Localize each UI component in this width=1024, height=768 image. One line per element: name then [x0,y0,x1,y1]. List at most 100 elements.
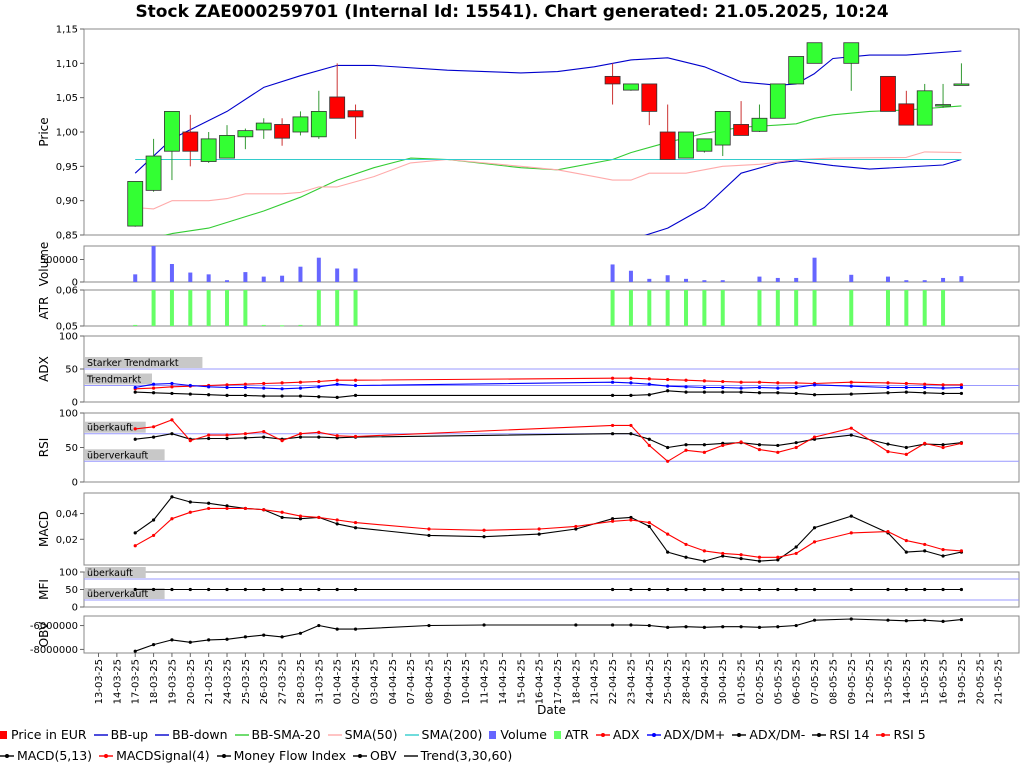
macd-point-macd-5-13 [225,504,229,508]
volume-bar [959,276,964,282]
obv-point-obv [335,627,339,631]
x-tick-label: 24-03-25 [223,659,234,704]
x-tick-label: 08-04-25 [424,659,435,704]
legend-label: RSI 14 [829,727,870,742]
price-tick-label: 0,85 [56,231,78,242]
volume-bar [335,268,340,282]
chart-title: Stock ZAE000259701 (Internal Id: 15541).… [135,2,889,22]
legend-label: MACDSignal(4) [116,748,210,763]
obv-point-obv [721,625,725,629]
legend-swatch [876,732,891,737]
x-tick-label: 09-05-25 [847,659,858,704]
adx-point-adx [849,380,853,384]
candle-body [843,42,860,64]
obv-point-obv [243,635,247,639]
legend-item: BB-SMA-20 [234,727,321,742]
volume-bar [610,264,615,282]
x-tick-label: 02-04-25 [351,659,362,704]
price-panel-frame [83,28,1020,236]
mfi-point-money-flow-index [941,587,945,592]
mfi-point-money-flow-index [335,587,339,592]
adx-band-label: Starker Trendmarkt [87,358,179,369]
rsi-point-rsi-14 [757,443,762,447]
macd-point-macd-5-13 [133,531,137,535]
legend-swatch [216,753,231,758]
obv-point-obv [941,619,945,623]
macd-point-macd-5-13 [684,555,688,559]
rsi-point-rsi-14 [151,435,156,439]
atr-bar [133,324,138,326]
adx-point-adx-dm [243,393,247,397]
adx-point-adx [721,379,725,384]
macd-series-group [133,495,964,563]
legend-swatch [732,732,747,737]
x-tick-label: 25-03-25 [241,659,252,704]
rsi-point-rsi-14 [904,445,908,450]
adx-point-adx-dm [317,395,321,399]
rsi-point-rsi-5 [243,432,247,436]
adx-point-adx-dm [151,391,156,395]
rsi-point-rsi-14 [849,433,853,437]
adx-point-adx-dm [684,385,688,389]
adx-point-adx-dm [812,383,817,387]
macd-point-macd-5-13 [427,533,431,538]
legend-swatch [0,753,14,758]
mfi-point-money-flow-index [170,587,174,592]
legend-swatch [99,753,114,758]
macd-point-macd-5-13 [721,554,725,558]
macd-point-macdsignal-4 [335,518,339,522]
mfi-point-money-flow-index [684,587,688,592]
legend-row: MACD(5,13) MACDSignal(4) Money Flow Index O… [0,745,1024,766]
legend-swatch-marker [104,753,109,758]
candle-body [953,83,970,86]
obv-point-obv [757,625,762,629]
rsi-point-rsi-5 [298,432,303,436]
atr-bar [665,290,670,326]
x-tick-label: 25-04-25 [663,659,674,704]
volume-bar [684,278,689,282]
macd-point-macd-5-13 [849,514,853,518]
volume-bar [757,276,762,282]
adx-point-adx-dm [353,393,358,397]
adx-point-adx [298,380,303,384]
rsi-point-rsi-5 [886,450,890,454]
mfi-band-label-bg [85,588,165,599]
x-tick-label: 14-05-25 [902,659,913,704]
candle-body [164,111,180,152]
atr-bar [610,290,615,326]
mfi-point-money-flow-index [959,587,964,592]
obv-point-obv [739,625,743,629]
adx-point-adx [684,378,688,382]
macd-point-macdsignal-4 [721,551,725,556]
atr-bar [941,290,946,326]
legend-swatch-marker [881,732,886,737]
adx-point-adx-dm [702,390,706,394]
x-tick-label: 30-04-25 [718,659,729,704]
mfi-tick-label: 100 [59,568,78,579]
macd-point-macd-5-13 [666,550,670,554]
legend-label: ATR [564,727,589,742]
legend-swatch [234,733,249,736]
legend-item: SMA(200) [404,727,482,742]
x-tick-label: 29-04-25 [700,659,711,704]
adx-point-adx [794,381,798,385]
candle-body [127,181,144,227]
mfi-point-money-flow-index [610,587,615,592]
volume-bar [720,280,725,282]
adx-point-adx-dm [317,385,321,389]
obv-point-obv [904,619,908,623]
adx-point-adx-dm [666,384,670,388]
macd-point-macd-5-13 [941,554,945,558]
adx-point-adx [959,383,964,387]
macd-point-macdsignal-4 [188,510,192,514]
legend-swatch-box [489,730,497,739]
candle-body [678,131,694,159]
adx-point-adx-dm [225,393,229,397]
rsi-point-rsi-5 [647,443,651,448]
legend-label: BB-SMA-20 [251,727,321,742]
rsi-point-rsi-5 [849,426,853,430]
macd-point-macdsignal-4 [849,531,853,535]
rsi-point-rsi-5 [739,440,743,444]
x-tick-label: 28-04-25 [682,659,693,704]
adx-point-adx-dm [170,381,174,386]
